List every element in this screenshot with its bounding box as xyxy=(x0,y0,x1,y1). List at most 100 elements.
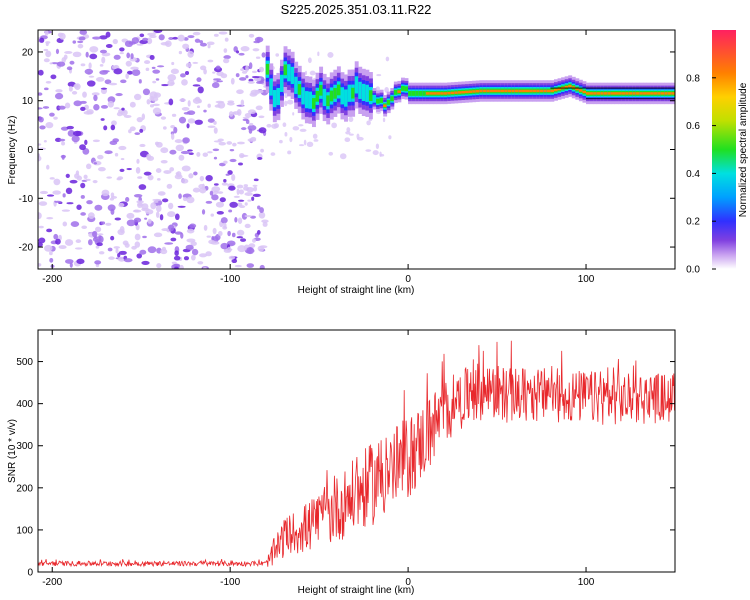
noise-blob xyxy=(113,54,121,60)
noise-blob xyxy=(136,253,143,259)
noise-blob xyxy=(89,53,98,60)
noise-blob xyxy=(219,197,226,203)
noise-blob xyxy=(256,81,265,85)
noise-blob xyxy=(98,251,105,255)
ridge-cell xyxy=(376,98,380,104)
noise-blob xyxy=(125,197,130,202)
snr-series-line xyxy=(38,340,675,568)
ridge-cell xyxy=(475,89,480,93)
noise-blob xyxy=(160,248,168,255)
noise-blob xyxy=(43,87,49,91)
noise-blob xyxy=(50,62,59,65)
ridge-cell xyxy=(287,64,292,82)
noise-blob xyxy=(207,44,211,49)
noise-blob xyxy=(61,154,65,160)
ridge-cell xyxy=(504,89,509,93)
snr-y-axis-label: SNR (10 * v/v) xyxy=(7,419,18,483)
noise-blob xyxy=(211,186,221,193)
noise-blob xyxy=(88,239,93,246)
noise-blob xyxy=(179,264,184,269)
noise-blob xyxy=(232,142,237,147)
noise-blob xyxy=(118,202,125,208)
noise-blob xyxy=(183,112,191,115)
noise-blob xyxy=(260,148,264,153)
noise-blob xyxy=(111,65,118,70)
noise-blob xyxy=(77,40,84,44)
noise-blob xyxy=(79,144,86,151)
noise-blob xyxy=(388,135,392,140)
noise-blob xyxy=(109,197,115,201)
noise-blob xyxy=(182,137,190,144)
noise-blob xyxy=(100,87,108,90)
noise-blob xyxy=(93,104,100,111)
noise-blob xyxy=(286,99,294,105)
ridge-cell xyxy=(607,92,612,95)
y-tick-label: -20 xyxy=(19,243,34,254)
noise-blob xyxy=(244,202,248,206)
noise-blob xyxy=(258,211,266,219)
noise-blob xyxy=(62,221,68,227)
noise-blob xyxy=(99,35,108,40)
noise-blob xyxy=(304,70,308,76)
noise-blob xyxy=(141,113,146,120)
noise-blob xyxy=(187,149,193,152)
noise-blob xyxy=(59,32,66,40)
noise-blob xyxy=(53,116,58,120)
ridge-cell xyxy=(600,92,605,95)
noise-blob xyxy=(218,31,228,35)
noise-blob xyxy=(168,37,174,40)
noise-blob xyxy=(112,38,118,45)
noise-blob xyxy=(118,145,127,151)
noise-blob xyxy=(110,124,116,131)
snr-panel: -200 -100 0 100 0 100 200 300 400 500 Height of … xyxy=(7,329,676,596)
noise-blob xyxy=(327,52,334,58)
noise-blob xyxy=(96,242,103,247)
noise-blob xyxy=(85,178,91,181)
noise-blob xyxy=(126,52,131,59)
noise-blob xyxy=(205,174,213,182)
noise-blob xyxy=(376,74,382,77)
ridge-cell xyxy=(422,90,427,96)
noise-blob xyxy=(98,235,104,243)
noise-blob xyxy=(298,124,304,127)
noise-blob xyxy=(105,44,113,49)
noise-blob xyxy=(59,138,66,142)
noise-blob xyxy=(64,239,74,246)
noise-blob xyxy=(89,46,99,53)
noise-blob xyxy=(123,114,132,118)
noise-blob xyxy=(137,176,143,179)
ridge-cell xyxy=(511,89,516,93)
noise-blob xyxy=(218,141,226,146)
noise-blob xyxy=(94,260,102,265)
noise-blob xyxy=(113,68,123,75)
noise-blob xyxy=(38,201,48,206)
ridge-cell xyxy=(518,89,523,93)
noise-blob xyxy=(114,152,119,157)
noise-blob xyxy=(382,117,386,123)
x-tick-label: -200 xyxy=(42,274,62,285)
noise-blob xyxy=(257,205,261,210)
noise-blob xyxy=(38,69,44,76)
noise-blob xyxy=(134,132,141,136)
noise-blob xyxy=(250,136,257,141)
ridge-cell xyxy=(618,92,622,95)
noise-blob xyxy=(182,197,188,202)
noise-blob xyxy=(79,30,88,35)
noise-blob xyxy=(261,52,266,58)
noise-blob xyxy=(181,79,188,86)
noise-blob xyxy=(239,205,246,209)
noise-blob xyxy=(331,122,337,129)
ridge-cell xyxy=(507,89,512,93)
noise-blob xyxy=(245,65,249,72)
ridge-cell xyxy=(529,89,534,93)
noise-blob xyxy=(236,141,245,145)
noise-blob xyxy=(252,238,256,243)
noise-blob xyxy=(170,125,176,129)
noise-blob xyxy=(95,226,102,233)
noise-blob xyxy=(199,42,207,47)
noise-blob xyxy=(202,152,209,157)
noise-blob xyxy=(168,224,175,232)
noise-blob xyxy=(189,223,197,229)
noise-blob xyxy=(170,133,175,140)
noise-blob xyxy=(101,56,106,64)
